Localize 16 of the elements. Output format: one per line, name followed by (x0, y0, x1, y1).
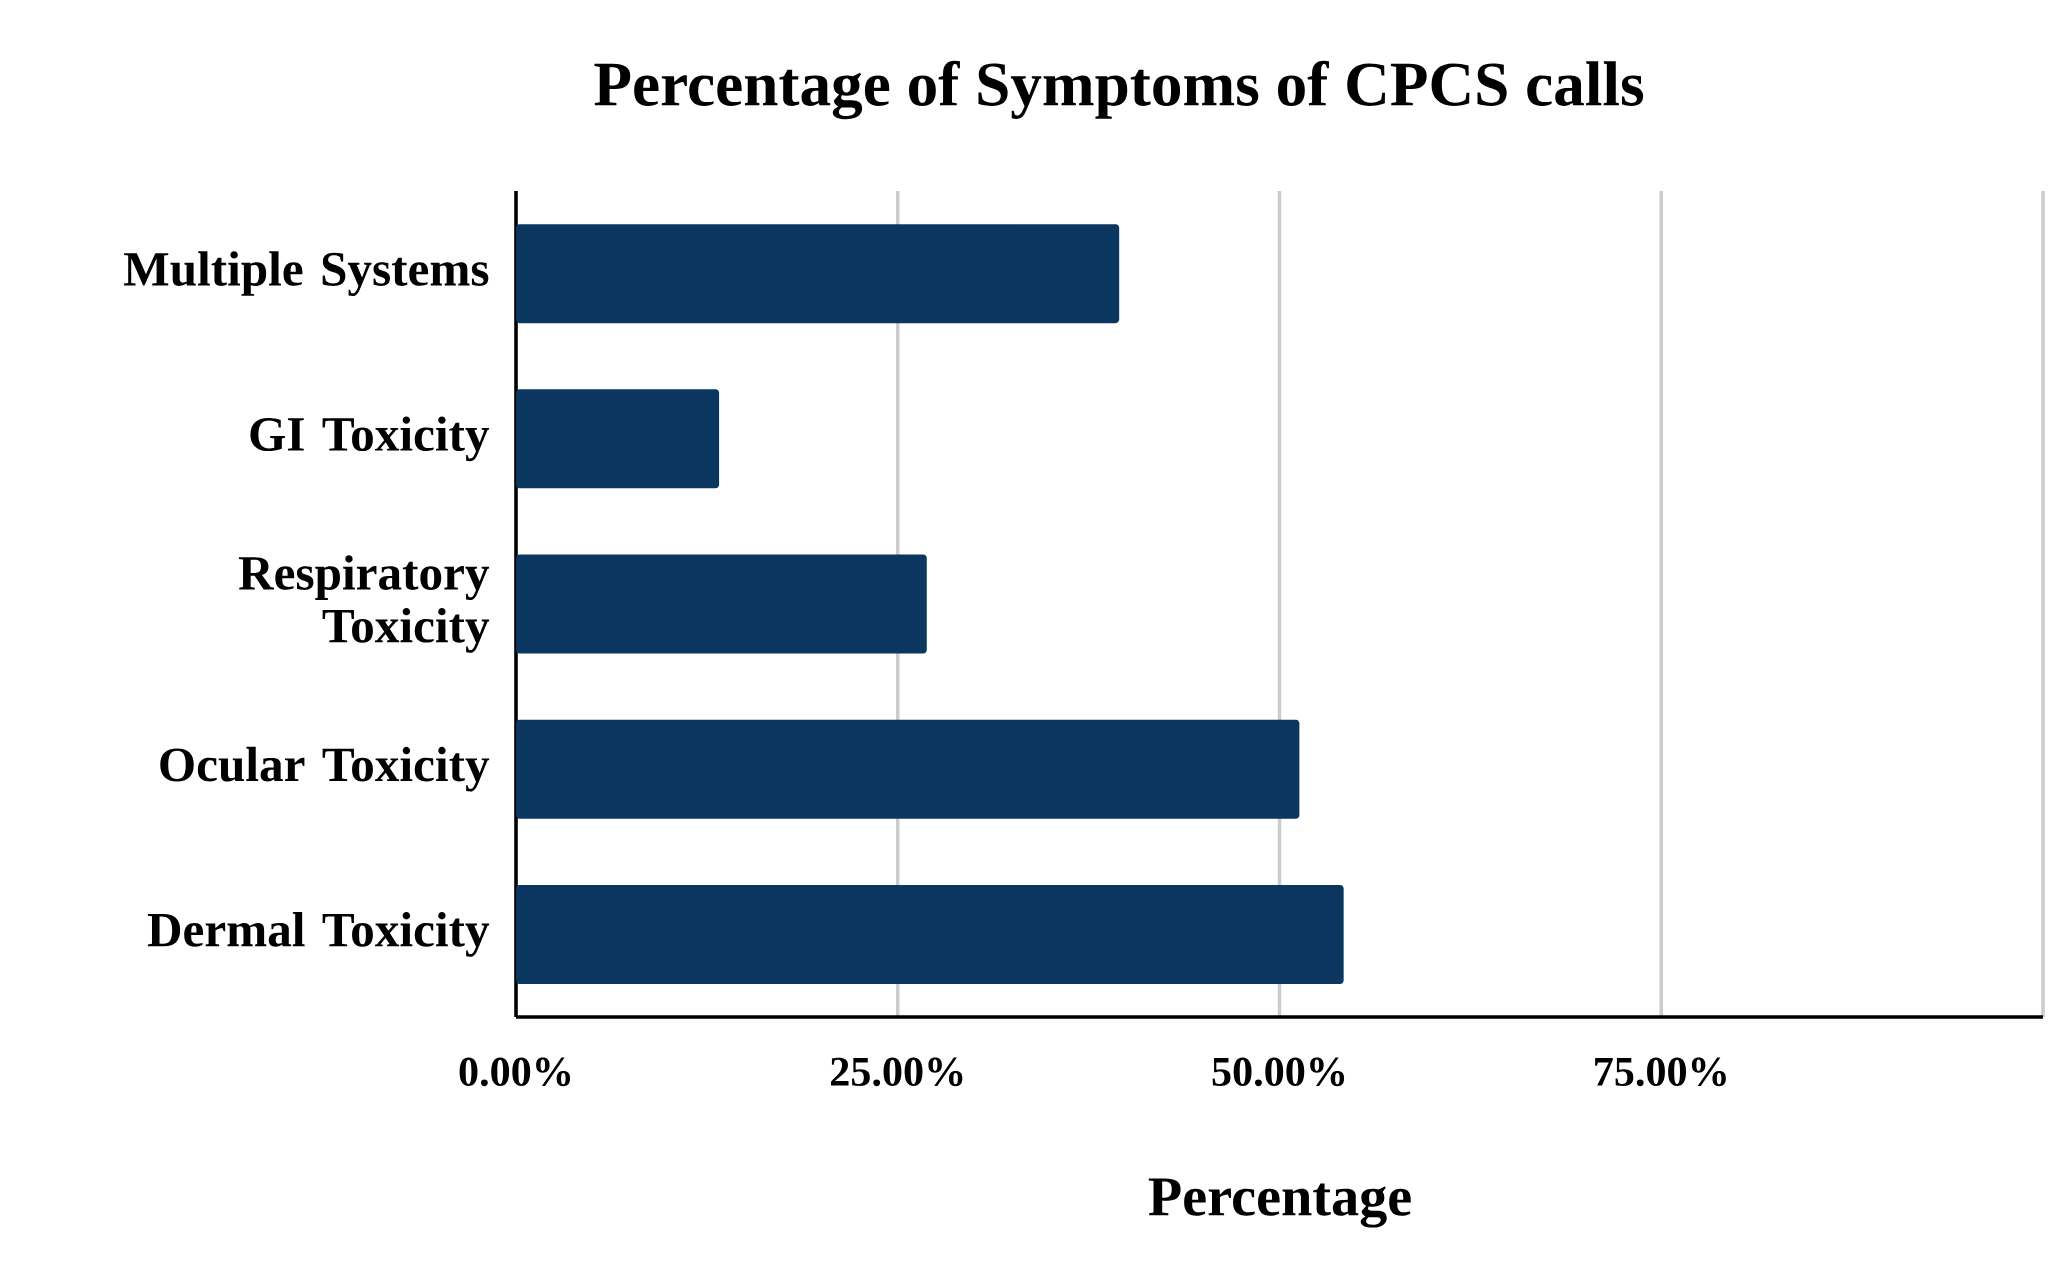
bar (516, 554, 927, 654)
y-tick-label: GI Toxicity (250, 416, 490, 462)
y-tick-label: Dermal Toxicity (147, 912, 490, 957)
bar (516, 719, 1300, 819)
x-axis-title: Percentage (1148, 1178, 1411, 1228)
bar (516, 389, 720, 489)
chart-title: Percentage of Symptoms of CPCS calls (594, 60, 1644, 120)
x-tick-label: 50.00% (1212, 1057, 1345, 1087)
bar (516, 884, 1344, 984)
x-tick-label: 25.00% (830, 1057, 963, 1087)
x-tick-label: 0.00% (459, 1057, 571, 1087)
x-tick-label: 75.00% (1595, 1057, 1726, 1087)
bar (516, 224, 1120, 324)
y-tick-label: Multiple Systems (124, 251, 489, 297)
y-tick-label: Respiratory Toxicity (238, 555, 490, 653)
y-tick-label: Ocular Toxicity (160, 746, 490, 792)
